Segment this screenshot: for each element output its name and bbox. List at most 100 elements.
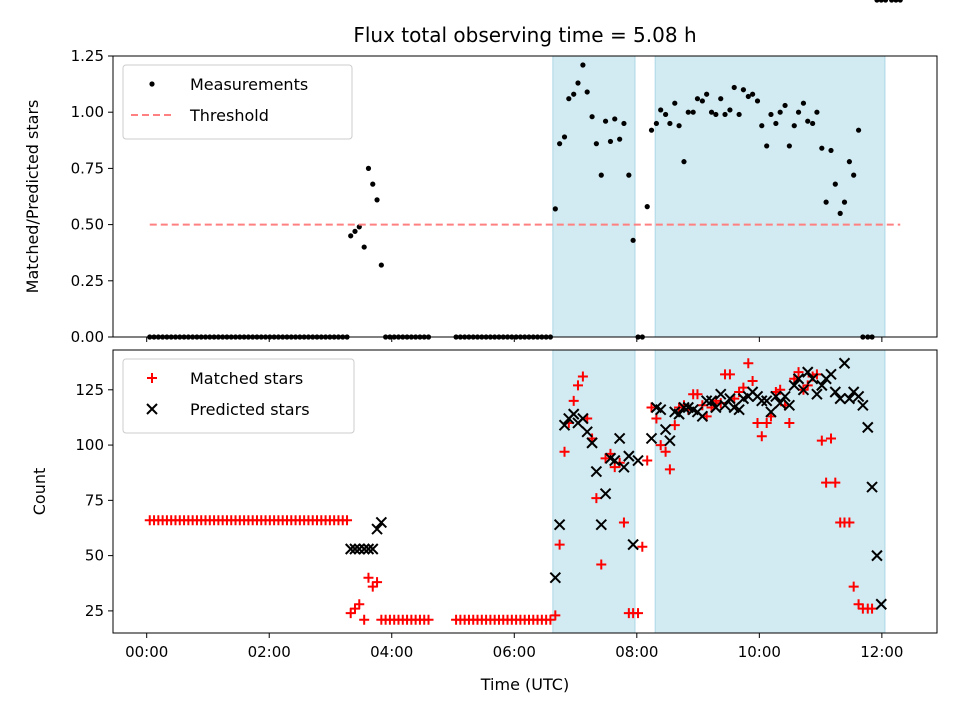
bottom-panel-y-tick-label: 125 xyxy=(75,381,104,399)
predicted-stars-point xyxy=(664,434,676,447)
predicted-stars-point xyxy=(797,384,810,396)
x-tick-label: 02:00 xyxy=(248,643,291,661)
measurements-point xyxy=(846,159,852,165)
predicted-stars-point xyxy=(696,410,709,423)
top-panel-frame xyxy=(112,55,938,338)
matched-stars-point xyxy=(596,559,607,570)
bottom-panel-y-axis-label: Count xyxy=(30,468,49,516)
matched-stars-point xyxy=(372,577,383,588)
predicted-stars-legend-swatch xyxy=(146,403,158,415)
top-panel-y-tick-label: 1.00 xyxy=(71,103,104,121)
bottom-panel-y-tick-label: 100 xyxy=(75,436,104,454)
predicted-stars-point xyxy=(613,432,626,445)
matched-stars-point xyxy=(423,614,434,625)
measurements-point xyxy=(580,62,586,68)
predicted-stars-point xyxy=(632,454,644,467)
predicted-stars-point xyxy=(609,454,621,467)
measurements-point xyxy=(378,262,384,268)
top-panel-y-tick-label: 0.50 xyxy=(71,216,104,234)
predicted-stars-point xyxy=(362,543,375,555)
matched-stars-point xyxy=(752,417,763,428)
matched-stars-point xyxy=(848,581,859,592)
measurements-point xyxy=(823,199,829,205)
top-panel-legend: Measurements Threshold xyxy=(122,64,353,140)
predicted-stars-point xyxy=(599,488,612,500)
predicted-stars-legend-label: Predicted stars xyxy=(190,400,310,419)
measurements-point xyxy=(718,96,724,102)
predicted-stars-point xyxy=(349,543,361,555)
matched-stars-point xyxy=(692,389,703,400)
measurements-point xyxy=(828,147,834,154)
measurements-point xyxy=(855,127,862,133)
predicted-stars-point xyxy=(595,518,607,531)
matched-stars-point xyxy=(756,431,767,442)
matched-stars-point xyxy=(793,367,804,378)
measurements-point xyxy=(658,107,664,113)
matched-stars-point xyxy=(359,614,370,625)
matched-stars-point xyxy=(821,477,832,488)
top-panel-shaded-region xyxy=(552,55,636,338)
measurements-point xyxy=(653,120,660,127)
x-tick-label: 12:00 xyxy=(860,643,903,661)
x-tick-label: 08:00 xyxy=(615,643,658,661)
predicted-stars-point xyxy=(756,395,768,407)
measurements-point xyxy=(365,165,372,171)
matched-stars-point xyxy=(642,455,653,466)
top-panel-y-tick-label: 0.25 xyxy=(71,272,104,290)
measurements-point xyxy=(617,136,623,142)
measurements-point xyxy=(759,123,765,129)
matched-stars-point xyxy=(342,515,353,526)
matched-stars-point xyxy=(816,435,827,446)
predicted-stars-point xyxy=(567,408,580,420)
predicted-stars-point xyxy=(783,399,796,411)
predicted-stars-point xyxy=(375,516,388,529)
measurements-point xyxy=(814,109,820,115)
top-panel-y-tick-label: 0.00 xyxy=(71,328,104,346)
measurements-point xyxy=(584,89,590,95)
measurements-point xyxy=(749,91,756,97)
measurements-point xyxy=(841,199,848,205)
measurements-point xyxy=(561,134,568,140)
measurements-point xyxy=(837,210,843,216)
predicted-stars-point xyxy=(367,543,379,555)
bottom-panel-y-tick-label: 25 xyxy=(85,602,104,620)
measurements-point xyxy=(764,143,770,149)
top-panel-ticks: 0.00 0.25 0.50 0.75 1.00 1.25 xyxy=(71,47,883,346)
bottom-panel-shaded-region xyxy=(552,349,636,634)
matched-stars-point xyxy=(655,440,666,451)
top-panel-y-axis-label: Matched/Predicted stars xyxy=(23,100,42,294)
measurements-point xyxy=(874,0,880,3)
measurements-point xyxy=(731,84,737,91)
predicted-stars-point xyxy=(770,390,782,403)
measurements-point xyxy=(727,107,733,113)
measurements-point xyxy=(626,172,632,178)
measurements-point xyxy=(612,116,618,122)
predicted-stars-point xyxy=(371,523,383,535)
x-axis-label: Time (UTC) xyxy=(480,675,569,694)
predicted-stars-point xyxy=(553,518,566,531)
predicted-stars-point xyxy=(774,397,786,409)
measurements-point xyxy=(694,96,701,102)
top-panel-marks xyxy=(147,0,903,340)
top-panel-y-tick-label: 1.25 xyxy=(71,47,104,65)
predicted-stars-point xyxy=(618,461,630,473)
measurements-legend-swatch xyxy=(149,81,155,87)
matched-stars-point xyxy=(664,464,675,475)
matched-stars-point xyxy=(637,541,648,552)
predicted-stars-point xyxy=(788,379,800,392)
predicted-stars-point xyxy=(344,543,357,555)
measurements-point xyxy=(782,102,788,109)
predicted-stars-point xyxy=(843,392,856,405)
predicted-stars-point xyxy=(816,379,828,392)
measurements-point xyxy=(795,109,802,115)
predicted-stars-point xyxy=(866,481,878,493)
top-panel-legend-box xyxy=(122,64,353,140)
measurements-point xyxy=(648,127,655,133)
measurements-point xyxy=(722,111,728,118)
measurements-point xyxy=(878,0,884,3)
measurements-point xyxy=(897,0,903,3)
measurements-point xyxy=(361,244,367,250)
measurements-point xyxy=(676,123,682,129)
measurements-point xyxy=(589,114,595,120)
predicted-stars-point xyxy=(549,572,562,584)
